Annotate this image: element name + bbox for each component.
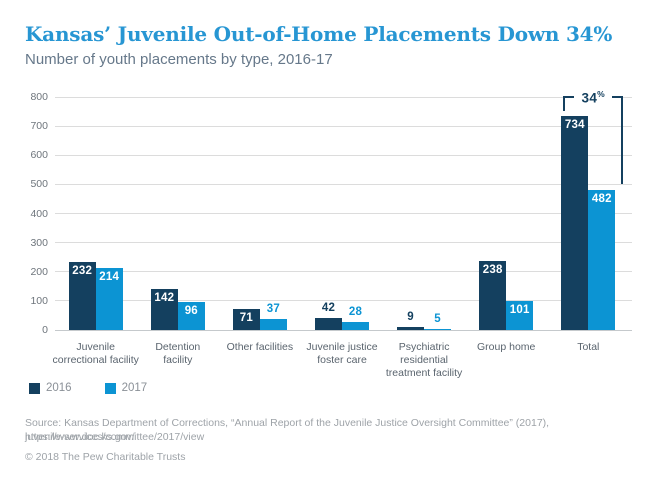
y-axis-tick-label: 500	[30, 178, 48, 191]
value-label-2017: 28	[348, 305, 363, 318]
y-axis-tick-label: 700	[30, 120, 48, 133]
gridline	[55, 125, 632, 127]
value-label-2017: 214	[99, 270, 120, 283]
percent-sign: %	[597, 89, 606, 99]
legend-label-2016: 2016	[46, 382, 72, 394]
bar-2016	[315, 317, 342, 330]
gridline	[55, 154, 632, 156]
x-axis-category-label: Group home	[477, 341, 536, 353]
value-label-2017: 5	[434, 312, 441, 325]
legend-label-2017: 2017	[121, 382, 148, 394]
y-axis-tick-label: 100	[30, 294, 48, 307]
copyright-text: © 2018 The Pew Charitable Trusts	[25, 451, 186, 463]
value-label-2017: 482	[591, 192, 612, 205]
value-label-2016: 42	[321, 301, 336, 314]
bar-2016	[397, 327, 425, 330]
value-label-2016: 734	[564, 119, 585, 132]
bar-2016	[68, 262, 96, 330]
legend: 2016 2017	[29, 382, 147, 394]
bar-2017	[506, 300, 534, 330]
y-axis-tick-label: 300	[30, 236, 48, 249]
x-axis-category-label: Total	[577, 341, 600, 353]
source-text-line2: juvenile-services/committee/2017/view	[25, 431, 205, 443]
change-bracket-right-tick	[621, 96, 624, 184]
chart-subtitle: Number of youth placements by type, 2016…	[25, 51, 333, 68]
y-axis-tick-label: 800	[30, 91, 48, 103]
legend-swatch-2017	[104, 382, 116, 394]
bar-2017	[588, 189, 616, 330]
value-label-2017: 96	[184, 305, 198, 318]
bar-2016	[561, 116, 589, 330]
legend-item-2017: 2017	[104, 382, 148, 394]
plot-area: 232 214 142 96 71 37 42 28 9 5 238 101 734 482	[55, 96, 632, 331]
y-axis-tick-label: 0	[42, 324, 48, 336]
bar-2016	[479, 260, 507, 330]
chart-title: Kansas’ Juvenile Out-of-Home Placements …	[25, 22, 613, 46]
x-axis-category-label: Juvenile correctional facility	[52, 341, 139, 366]
value-label-2017: 37	[266, 303, 280, 316]
change-annotation: 34%	[574, 89, 613, 106]
bar-2017	[342, 321, 369, 330]
value-label-2016: 232	[72, 265, 93, 278]
change-annotation-value: 34	[581, 90, 598, 106]
x-axis-category-label: Psychiatric residential treatment facili…	[385, 341, 463, 379]
x-axis-category-label: Juvenile justice foster care	[306, 341, 378, 366]
bar-2017	[95, 267, 123, 330]
bar-2017	[424, 328, 452, 330]
gridline	[55, 96, 632, 98]
bar-2017	[259, 319, 287, 330]
x-axis-category-label: Detention facility	[155, 341, 201, 366]
gridline	[55, 271, 632, 273]
legend-swatch-2016	[29, 382, 40, 394]
source-text-line1: Source: Kansas Department of Corrections…	[25, 417, 550, 443]
x-axis-baseline	[55, 329, 632, 331]
x-axis-category-label: Other facilities	[226, 341, 294, 353]
value-label-2016: 238	[482, 263, 503, 276]
value-label-2016: 71	[239, 312, 253, 325]
y-axis-tick-label: 200	[30, 265, 48, 278]
bar-2016	[232, 309, 260, 330]
gridline	[55, 242, 632, 244]
gridline	[55, 300, 632, 302]
value-label-2016: 9	[407, 311, 414, 324]
legend-item-2016: 2016	[29, 382, 72, 394]
gridline	[55, 213, 632, 214]
value-label-2017: 101	[509, 303, 530, 316]
value-label-2016: 142	[154, 291, 175, 304]
change-bracket-left-tick	[563, 96, 566, 112]
bar-2017	[177, 302, 205, 330]
y-axis-tick-label: 600	[30, 149, 48, 162]
gridline	[55, 183, 632, 185]
y-axis-tick-label: 400	[30, 207, 48, 220]
bar-2016	[150, 288, 178, 330]
